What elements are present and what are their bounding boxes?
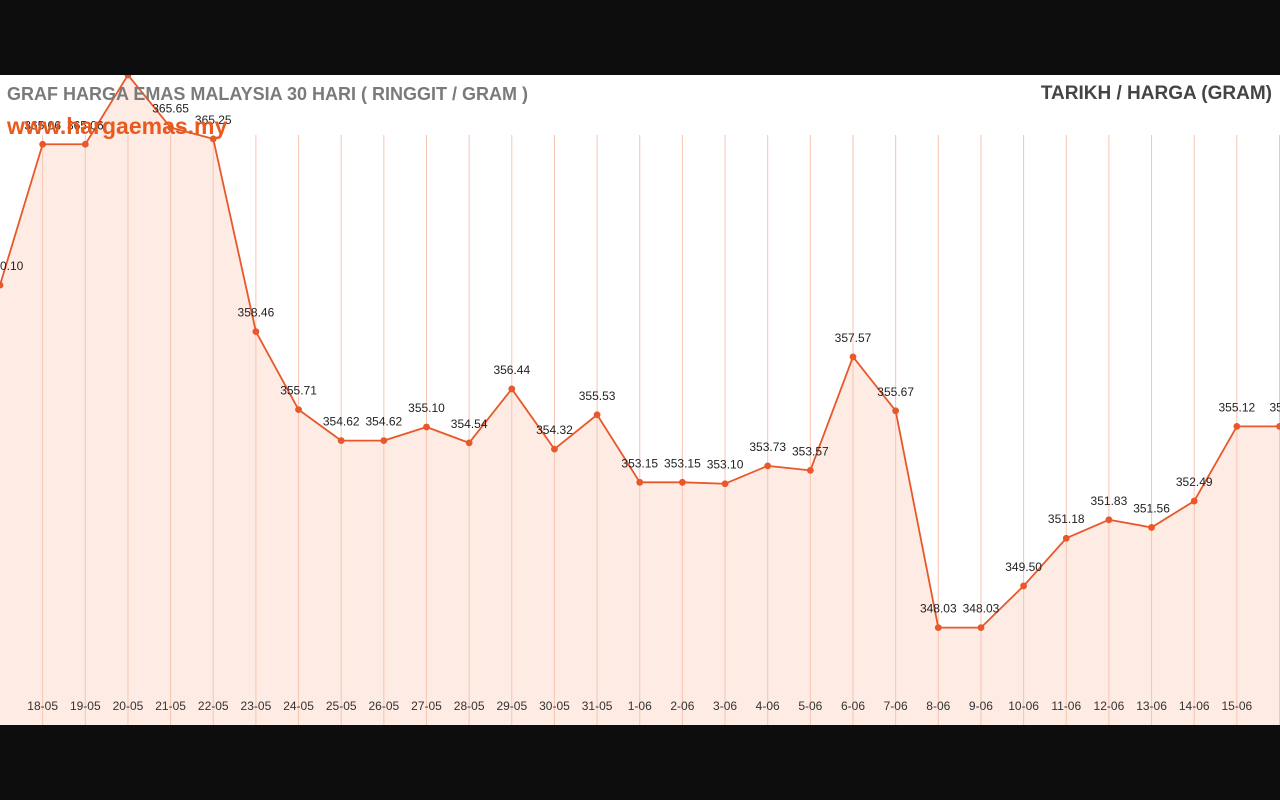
data-label: 354.32 [536,423,573,437]
x-tick-label: 23-05 [241,699,272,713]
data-label: 353.15 [664,456,701,470]
data-label: 356.44 [493,363,530,377]
data-point [977,624,985,632]
data-point [636,478,644,486]
data-label: 355.67 [877,385,914,399]
data-point [849,353,857,361]
x-tick-label: 3-06 [713,699,737,713]
x-tick-label: 30-05 [539,699,570,713]
data-point [1233,422,1241,430]
data-point [1105,516,1113,524]
data-label: 365.06 [24,118,61,132]
x-tick-label: 25-05 [326,699,357,713]
data-point [380,437,388,444]
data-label: 358.46 [238,306,275,320]
x-tick-label: 24-05 [283,699,314,713]
chart-plot: 0.10 365.06 365.06 365.65 365.25 358.46 355.71… [0,75,1280,725]
chart-panel: 0.10 365.06 365.06 365.65 365.25 358.46 355.71… [0,75,1280,725]
x-tick-label: 4-06 [756,699,780,713]
x-tick-label: 26-05 [368,699,399,713]
data-point [39,140,47,148]
data-label: 355.12 [1218,400,1255,414]
data-label: 351.56 [1133,501,1170,515]
x-tick-label: 27-05 [411,699,442,713]
data-point [721,480,729,488]
x-tick-label: 28-05 [454,699,485,713]
website-link[interactable]: www.hargaemas.my [7,113,228,139]
data-point [679,478,686,486]
x-tick-label: 18-05 [27,699,58,713]
data-label: 365.65 [152,102,189,116]
data-label: 353.15 [621,456,658,470]
x-tick-label: 1-06 [628,699,652,713]
data-point [337,437,345,444]
data-point [124,75,132,79]
x-tick-label: 6-06 [841,699,865,713]
data-label: 355 [1270,400,1280,414]
data-point [1020,582,1027,590]
x-tick-label: 13-06 [1136,699,1167,713]
x-tick-label: 31-05 [582,699,613,713]
data-label: 353.10 [707,458,744,472]
data-point [593,411,601,419]
chart-title: GRAF HARGA EMAS MALAYSIA 30 HARI ( RINGG… [7,84,529,104]
data-point [1148,524,1155,531]
data-point [423,423,430,431]
x-tick-label: 10-06 [1008,699,1039,713]
data-point [551,445,558,453]
data-label: 355.53 [579,389,616,403]
data-label: 351.18 [1048,512,1085,526]
data-point [1190,497,1198,505]
x-tick-label: 21-05 [155,699,186,713]
x-tick-label: 5-06 [798,699,822,713]
data-label: 357.57 [835,331,872,345]
data-label: 354.54 [451,417,488,431]
data-point [465,439,473,447]
data-label: 349.50 [1005,560,1042,574]
x-tick-label: 19-05 [70,699,101,713]
data-label: 353.57 [792,444,829,458]
data-label: 365.06 [67,118,104,132]
data-label: 365.25 [195,113,232,127]
data-point [167,124,175,131]
axis-caption: TARIKH / HARGA (GRAM) [1040,83,1272,104]
data-label: 355.10 [408,401,445,415]
x-tick-label: 29-05 [496,699,527,713]
data-label: 0.10 [0,259,24,273]
data-label: 348.03 [920,602,957,616]
data-label: 352.49 [1176,475,1213,489]
data-point [1062,534,1070,542]
data-point [1276,422,1280,430]
x-tick-label: 8-06 [926,699,950,713]
data-label: 355.71 [280,384,317,398]
x-tick-label: 20-05 [113,699,144,713]
x-tick-label: 9-06 [969,699,993,713]
data-label: 354.62 [365,415,402,429]
data-label: 351.83 [1091,494,1128,508]
data-point [81,140,89,148]
data-point [252,328,260,335]
x-tick-label: 11-06 [1051,699,1081,713]
x-tick-label: 15-06 [1221,699,1252,713]
data-point [934,624,942,632]
data-point [295,406,302,414]
data-label: 353.73 [749,440,786,454]
x-tick-label: 22-05 [198,699,229,713]
x-tick-label: 7-06 [884,699,908,713]
x-tick-label: 14-06 [1179,699,1210,713]
data-point [508,385,516,393]
x-tick-label: 12-06 [1094,699,1125,713]
data-label: 354.62 [323,415,360,429]
data-point [0,281,4,289]
x-tick-label: 2-06 [670,699,694,713]
data-point [806,466,814,474]
data-point [209,135,217,143]
data-point [764,462,772,470]
data-point [892,407,900,415]
data-label: 348.03 [963,602,1000,616]
series-area [0,75,1280,725]
